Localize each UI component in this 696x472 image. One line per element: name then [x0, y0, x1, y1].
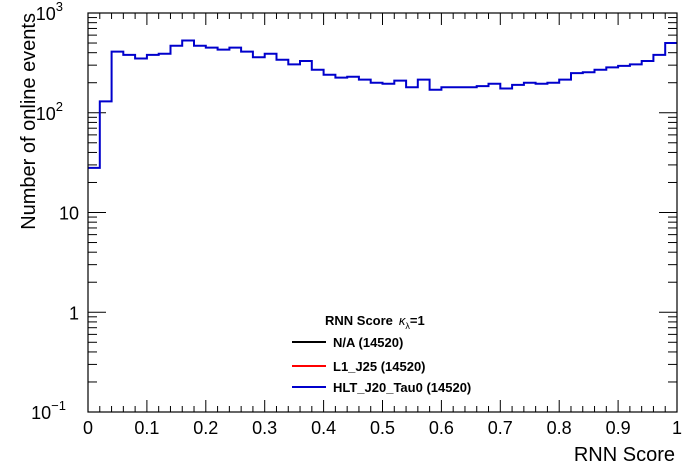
y-tick-label: 1	[69, 303, 79, 323]
x-tick-label: 1	[672, 418, 682, 438]
legend-entries: N/A (14520) L1_J25 (14520) HLT_J20_Tau0 (1…	[292, 335, 471, 395]
x-tick-label: 0.4	[311, 418, 336, 438]
legend-entry-label: N/A (14520)	[333, 335, 403, 350]
x-tick-label: 0.3	[252, 418, 277, 438]
y-tick-label: 103	[36, 0, 63, 24]
x-tick-label: 0.7	[488, 418, 513, 438]
plot-frame	[87, 12, 678, 413]
x-tick-label: 0.6	[429, 418, 454, 438]
legend-title: RNN Score κλ=1	[325, 313, 425, 331]
x-axis-label: RNN Score	[574, 444, 675, 466]
y-axis-tick-labels: 10−1 1 10 102 103	[31, 0, 79, 423]
y-tick-label: 10	[59, 204, 79, 224]
x-axis-tick-labels: 0 0.1 0.2 0.3 0.4 0.5 0.6 0.7 0.8 0.9 1	[83, 418, 682, 438]
x-tick-label: 0.1	[134, 418, 159, 438]
y-tick-label: 10−1	[31, 398, 66, 423]
legend-entry-label: HLT_J20_Tau0 (14520)	[333, 380, 471, 395]
x-tick-label: 0.2	[193, 418, 218, 438]
x-tick-label: 0.5	[370, 418, 395, 438]
y-tick-label: 102	[36, 99, 63, 124]
legend: RNN Score κλ=1 N/A (14520) L1_J25 (14520) H…	[292, 313, 471, 395]
x-tick-label: 0.9	[606, 418, 631, 438]
legend-entry-label: L1_J25 (14520)	[333, 359, 426, 374]
x-tick-label: 0.8	[547, 418, 572, 438]
y-axis-label: Number of online events	[18, 13, 40, 230]
histogram-series-line	[88, 39, 677, 169]
x-axis-ticks	[87, 13, 678, 412]
x-tick-label: 0	[83, 418, 93, 438]
